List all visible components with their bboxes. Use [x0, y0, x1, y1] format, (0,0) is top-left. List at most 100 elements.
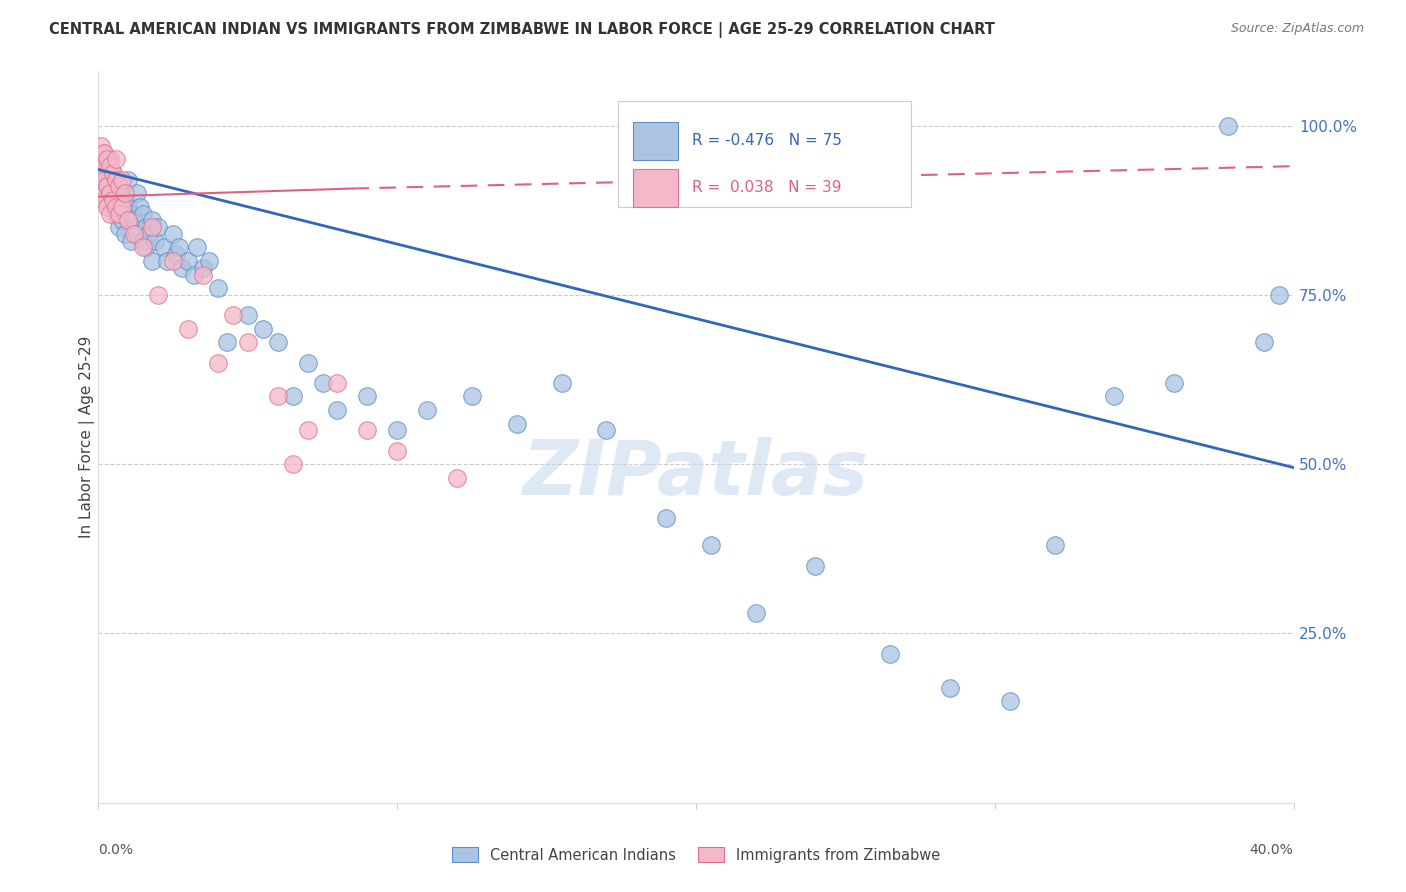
Point — [117, 213, 139, 227]
Text: R =  0.038   N = 39: R = 0.038 N = 39 — [692, 180, 842, 195]
Point — [297, 355, 319, 369]
Point — [207, 281, 229, 295]
Point — [111, 213, 134, 227]
Point — [105, 153, 128, 167]
Point — [90, 159, 112, 173]
Point — [236, 335, 259, 350]
Point — [120, 234, 142, 248]
Point — [186, 240, 208, 254]
Point — [120, 206, 142, 220]
Point — [1267, 288, 1289, 302]
Point — [148, 220, 170, 235]
Point — [98, 186, 122, 201]
Point — [183, 268, 205, 282]
Point — [98, 159, 122, 173]
Point — [96, 159, 118, 173]
Point — [93, 145, 115, 160]
Point — [98, 186, 122, 201]
Point — [745, 606, 768, 620]
Point — [93, 172, 115, 186]
Point — [207, 355, 229, 369]
Point — [198, 254, 221, 268]
Text: ZIPatlas: ZIPatlas — [523, 437, 869, 510]
Point — [111, 172, 134, 186]
Point — [114, 193, 136, 207]
Point — [114, 186, 136, 201]
Y-axis label: In Labor Force | Age 25-29: In Labor Force | Age 25-29 — [79, 336, 96, 538]
FancyBboxPatch shape — [619, 101, 911, 207]
Point — [326, 403, 349, 417]
Point — [103, 166, 125, 180]
Point — [177, 254, 200, 268]
Point — [162, 227, 184, 241]
Point — [132, 234, 155, 248]
Point — [267, 335, 290, 350]
Point — [148, 288, 170, 302]
Point — [90, 139, 112, 153]
Point — [138, 227, 160, 241]
Point — [129, 200, 152, 214]
Point — [162, 254, 184, 268]
Point — [804, 558, 827, 573]
Point — [105, 172, 128, 186]
Point — [103, 193, 125, 207]
Point — [1216, 119, 1239, 133]
Text: 0.0%: 0.0% — [98, 843, 134, 857]
Point — [326, 376, 349, 390]
Point — [93, 193, 115, 207]
Point — [103, 200, 125, 214]
Point — [111, 186, 134, 201]
Text: Source: ZipAtlas.com: Source: ZipAtlas.com — [1230, 22, 1364, 36]
Point — [105, 206, 128, 220]
Point — [1104, 389, 1126, 403]
Point — [550, 376, 572, 390]
Point — [108, 220, 131, 235]
Point — [124, 227, 146, 241]
Point — [96, 179, 118, 194]
Point — [96, 153, 118, 167]
Text: 40.0%: 40.0% — [1250, 843, 1294, 857]
Point — [127, 186, 149, 201]
Point — [153, 240, 176, 254]
Point — [700, 538, 723, 552]
Text: CENTRAL AMERICAN INDIAN VS IMMIGRANTS FROM ZIMBABWE IN LABOR FORCE | AGE 25-29 C: CENTRAL AMERICAN INDIAN VS IMMIGRANTS FR… — [49, 22, 995, 38]
FancyBboxPatch shape — [633, 122, 678, 160]
Point — [111, 200, 134, 214]
Point — [222, 308, 245, 322]
Point — [595, 423, 617, 437]
Point — [90, 172, 112, 186]
Point — [103, 166, 125, 180]
Point — [132, 240, 155, 254]
Point — [141, 213, 163, 227]
Point — [236, 308, 259, 322]
Point — [356, 389, 378, 403]
Point — [108, 179, 131, 194]
Text: R = -0.476   N = 75: R = -0.476 N = 75 — [692, 134, 842, 148]
Point — [1253, 335, 1275, 350]
Point — [416, 403, 439, 417]
Point — [655, 511, 678, 525]
Point — [998, 694, 1021, 708]
Point — [93, 145, 115, 160]
Point — [191, 268, 214, 282]
Point — [1163, 376, 1185, 390]
Point — [446, 471, 468, 485]
Point — [252, 322, 274, 336]
Point — [141, 254, 163, 268]
Point — [117, 172, 139, 186]
Point — [117, 200, 139, 214]
Point — [267, 389, 290, 403]
Point — [939, 681, 962, 695]
Point — [167, 240, 190, 254]
Point — [177, 322, 200, 336]
Point — [96, 193, 118, 207]
Point — [385, 443, 409, 458]
Point — [108, 206, 131, 220]
Point — [98, 153, 122, 167]
Point — [96, 200, 118, 214]
Point — [281, 457, 304, 471]
Point — [105, 200, 128, 214]
Point — [879, 647, 901, 661]
Point — [215, 335, 238, 350]
Point — [506, 417, 529, 431]
